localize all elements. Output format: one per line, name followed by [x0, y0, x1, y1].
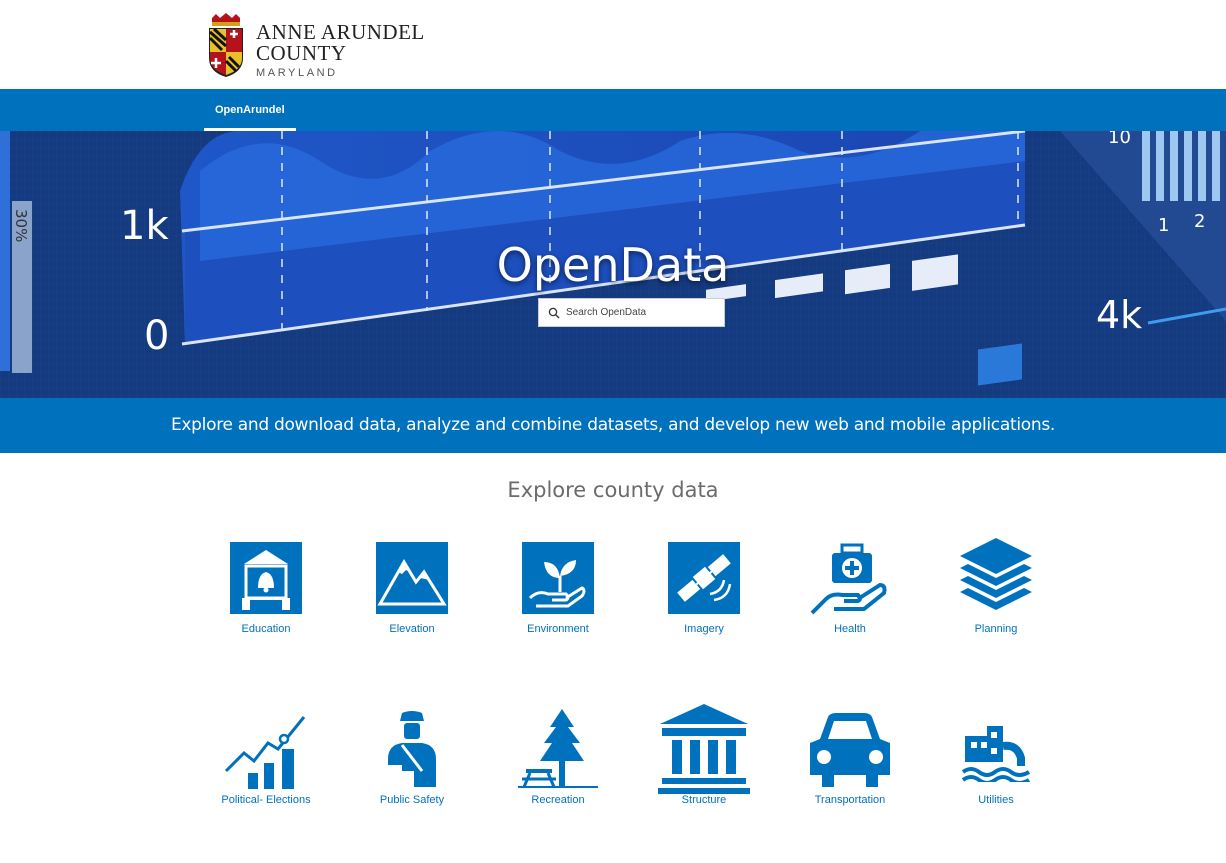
chart-label-10: 10 — [1108, 131, 1131, 148]
category-label[interactable]: Environment — [527, 623, 589, 635]
car-icon — [810, 713, 890, 787]
category-environment[interactable]: Environment — [498, 533, 618, 635]
search-box[interactable] — [538, 298, 725, 327]
category-planning[interactable]: Planning — [936, 533, 1056, 635]
chart-label-pct: 30% — [12, 209, 30, 242]
chart-label-x2: 2 — [1194, 211, 1205, 232]
category-elevation[interactable]: Elevation — [352, 533, 472, 635]
category-label[interactable]: Public Safety — [379, 794, 445, 806]
logo-line-3: MARYLAND — [256, 67, 338, 79]
police-officer-icon — [388, 711, 436, 787]
satellite-icon — [668, 542, 740, 614]
explore-heading: Explore county data — [507, 478, 719, 502]
chart-label-0: 0 — [144, 313, 169, 359]
tagline-band: Explore and download data, analyze and c… — [0, 398, 1226, 453]
category-health[interactable]: Health — [790, 533, 910, 635]
tree-picnic-icon — [518, 709, 598, 788]
category-recreation[interactable]: Recreation — [498, 704, 618, 806]
category-public-safety[interactable]: Public Safety — [352, 704, 472, 806]
growth-chart-icon — [224, 716, 306, 789]
category-education[interactable]: Education — [206, 533, 326, 635]
site-header: ANNE ARUNDEL COUNTY MARYLAND — [0, 0, 1226, 89]
logo-line-1: ANNE ARUNDEL — [256, 20, 425, 44]
category-label[interactable]: Utilities — [978, 794, 1014, 806]
medical-kit-hand-icon — [810, 543, 887, 615]
category-political-elections[interactable]: Political- Elections — [206, 704, 326, 806]
category-imagery[interactable]: Imagery — [644, 533, 764, 635]
category-label[interactable]: Transportation — [814, 794, 886, 806]
mountain-icon — [376, 542, 448, 614]
chart-label-4k: 4k — [1096, 293, 1142, 337]
school-bell-icon — [230, 542, 302, 614]
county-seal-icon — [208, 13, 243, 77]
category-label[interactable]: Structure — [681, 794, 727, 806]
water-utility-icon — [961, 726, 1031, 782]
category-label[interactable]: Education — [241, 623, 291, 635]
search-icon — [548, 307, 560, 318]
tagline-text: Explore and download data, analyze and c… — [170, 415, 1055, 435]
nav-tab-openarundel[interactable]: OpenArundel — [204, 89, 296, 131]
county-logo[interactable]: ANNE ARUNDEL COUNTY MARYLAND — [206, 12, 425, 79]
layers-icon — [960, 538, 1032, 610]
building-columns-icon — [658, 704, 750, 794]
nav-bar: OpenArundel — [0, 89, 1226, 131]
plant-hand-icon — [522, 542, 594, 614]
category-utilities[interactable]: Utilities — [936, 704, 1056, 806]
page-title: OpenData — [496, 238, 730, 292]
chart-label-1k: 1k — [120, 203, 169, 249]
category-transportation[interactable]: Transportation — [790, 704, 910, 806]
category-label[interactable]: Planning — [974, 623, 1018, 635]
category-structure[interactable]: Structure — [644, 704, 764, 806]
category-label[interactable]: Imagery — [684, 623, 724, 635]
category-label[interactable]: Political- Elections — [221, 794, 311, 806]
hero-background-chart-image: 1k 0 4k 1 2 10 30% — [0, 131, 1226, 398]
logo-line-2: COUNTY — [256, 41, 347, 65]
category-label[interactable]: Elevation — [389, 623, 435, 635]
category-label[interactable]: Recreation — [531, 794, 585, 806]
category-label[interactable]: Health — [834, 623, 866, 635]
hero-banner: 1k 0 4k 1 2 10 30% OpenData — [0, 131, 1226, 398]
chart-label-x1: 1 — [1158, 215, 1169, 236]
search-input[interactable] — [566, 307, 716, 318]
